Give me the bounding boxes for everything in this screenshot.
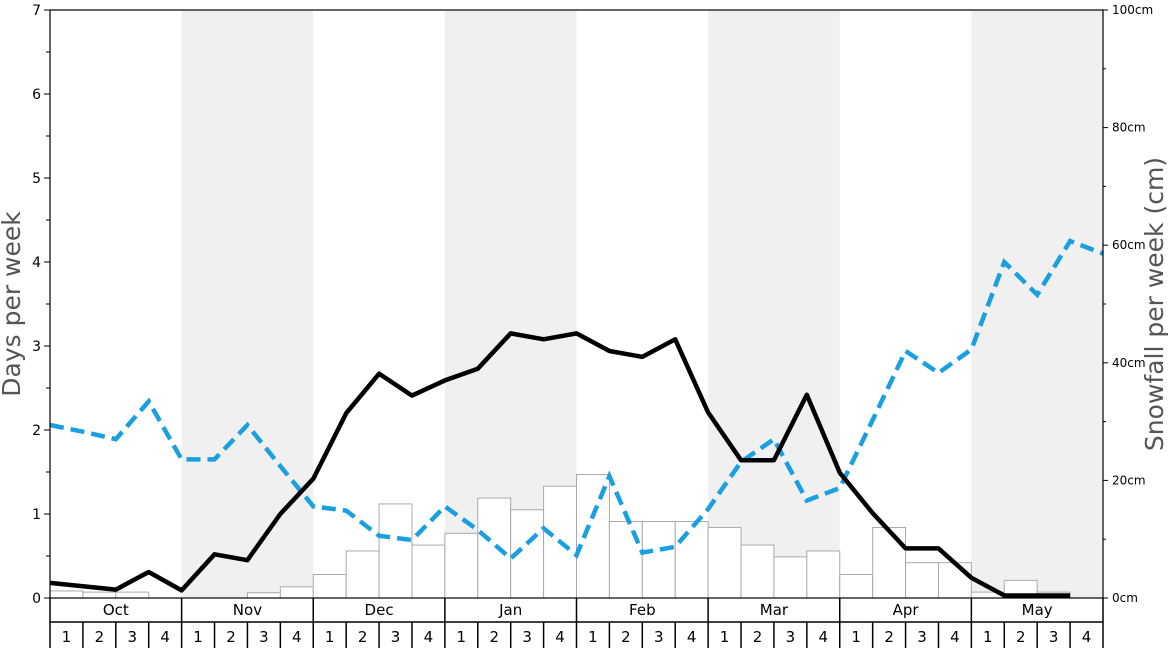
week-label: 3: [127, 628, 137, 646]
month-band-may: [971, 10, 1103, 598]
week-label: 1: [62, 628, 72, 646]
left-axis-title: Days per week: [0, 211, 26, 397]
month-band-mar: [708, 10, 840, 598]
snowfall-bar: [707, 526, 742, 599]
week-label: 2: [358, 628, 368, 646]
week-label: 1: [588, 628, 598, 646]
snowfall-bar: [872, 526, 907, 599]
week-label: 3: [391, 628, 401, 646]
week-label: 4: [950, 628, 960, 646]
snowfall-bar: [378, 503, 413, 599]
week-label: 1: [457, 628, 467, 646]
series-line-solid: [49, 331, 1071, 598]
week-label: 4: [424, 628, 434, 646]
month-bands: [181, 10, 1103, 598]
week-label: 2: [95, 628, 105, 646]
month-label: Apr: [893, 601, 920, 619]
snowfall-bar: [806, 550, 841, 599]
snowfall-bar: [477, 497, 512, 599]
month-label: Dec: [365, 601, 394, 619]
right-axis-title: Snowfall per week (cm): [1140, 157, 1168, 451]
week-label: 1: [851, 628, 861, 646]
snowfall-bar: [411, 544, 446, 599]
week-label: 1: [193, 628, 203, 646]
week-label: 3: [522, 628, 532, 646]
week-label: 4: [687, 628, 697, 646]
left-tick-label: 0: [32, 591, 41, 607]
week-label: 4: [1082, 628, 1092, 646]
snowfall-bar: [773, 556, 808, 599]
snowfall-bar: [839, 573, 874, 599]
right-tick-label: 100cm: [1112, 3, 1153, 17]
snowfall-bar: [312, 573, 347, 599]
month-band-nov: [181, 10, 314, 598]
snowfall-bar: [740, 544, 775, 599]
right-tick-label: 20cm: [1112, 473, 1146, 487]
week-label: 2: [621, 628, 631, 646]
week-label: 4: [160, 628, 170, 646]
month-label: Feb: [629, 601, 656, 619]
right-tick-label: 60cm: [1112, 238, 1146, 252]
left-tick-label: 3: [32, 339, 41, 355]
left-axis: 0 1 2 3 4 5 6 7: [32, 3, 50, 607]
right-axis: 0cm 20cm 40cm 60cm 80cm 100cm: [1103, 3, 1153, 605]
snowfall-bar: [345, 550, 380, 599]
left-tick-label: 7: [32, 3, 41, 19]
month-label: May: [1022, 601, 1053, 619]
left-tick-label: 1: [32, 507, 41, 523]
snowfall-bar: [608, 521, 643, 599]
week-label: 1: [325, 628, 335, 646]
left-tick-label: 5: [32, 171, 41, 187]
week-label: 1: [720, 628, 730, 646]
month-label: Nov: [233, 601, 262, 619]
snowfall-bar: [49, 590, 84, 599]
week-label: 1: [983, 628, 993, 646]
x-axis: Oct 1 2 3 4 Nov 1 2 3 4 Dec 1 2 3 4 Jan 1 2 3 4 Feb 1 2 3 4 Mar 1 2…: [49, 598, 1104, 648]
snowfall-bar: [674, 521, 709, 599]
snowfall-bar: [937, 562, 972, 599]
left-tick-label: 4: [32, 255, 41, 271]
snowfall-bar: [905, 562, 939, 599]
snowfall-bar: [444, 532, 479, 599]
snowfall-bar: [279, 586, 314, 599]
week-label: 3: [786, 628, 796, 646]
snowfall-bar: [246, 592, 281, 599]
month-label: Jan: [498, 601, 522, 619]
series-lines: [49, 238, 1104, 598]
week-label: 2: [226, 628, 236, 646]
right-tick-label: 80cm: [1112, 121, 1146, 135]
month-label: Mar: [760, 601, 789, 619]
week-label: 3: [259, 628, 269, 646]
month-label: Oct: [103, 601, 129, 619]
snowfall-bar: [82, 591, 117, 599]
week-label: 3: [917, 628, 927, 646]
week-label: 4: [819, 628, 829, 646]
snowfall-bar: [641, 521, 676, 599]
left-tick-label: 6: [32, 87, 41, 103]
right-tick-label: 40cm: [1112, 356, 1146, 370]
week-label: 2: [1016, 628, 1026, 646]
week-label: 3: [654, 628, 664, 646]
snowfall-bar: [115, 591, 150, 599]
left-tick-label: 2: [32, 423, 41, 439]
week-label: 2: [489, 628, 499, 646]
week-label: 4: [555, 628, 565, 646]
week-label: 4: [292, 628, 302, 646]
week-label: 3: [1049, 628, 1059, 646]
right-tick-label: 0cm: [1112, 591, 1138, 605]
series-line-dashed: [49, 238, 1104, 562]
week-label: 2: [884, 628, 894, 646]
week-label: 2: [753, 628, 763, 646]
